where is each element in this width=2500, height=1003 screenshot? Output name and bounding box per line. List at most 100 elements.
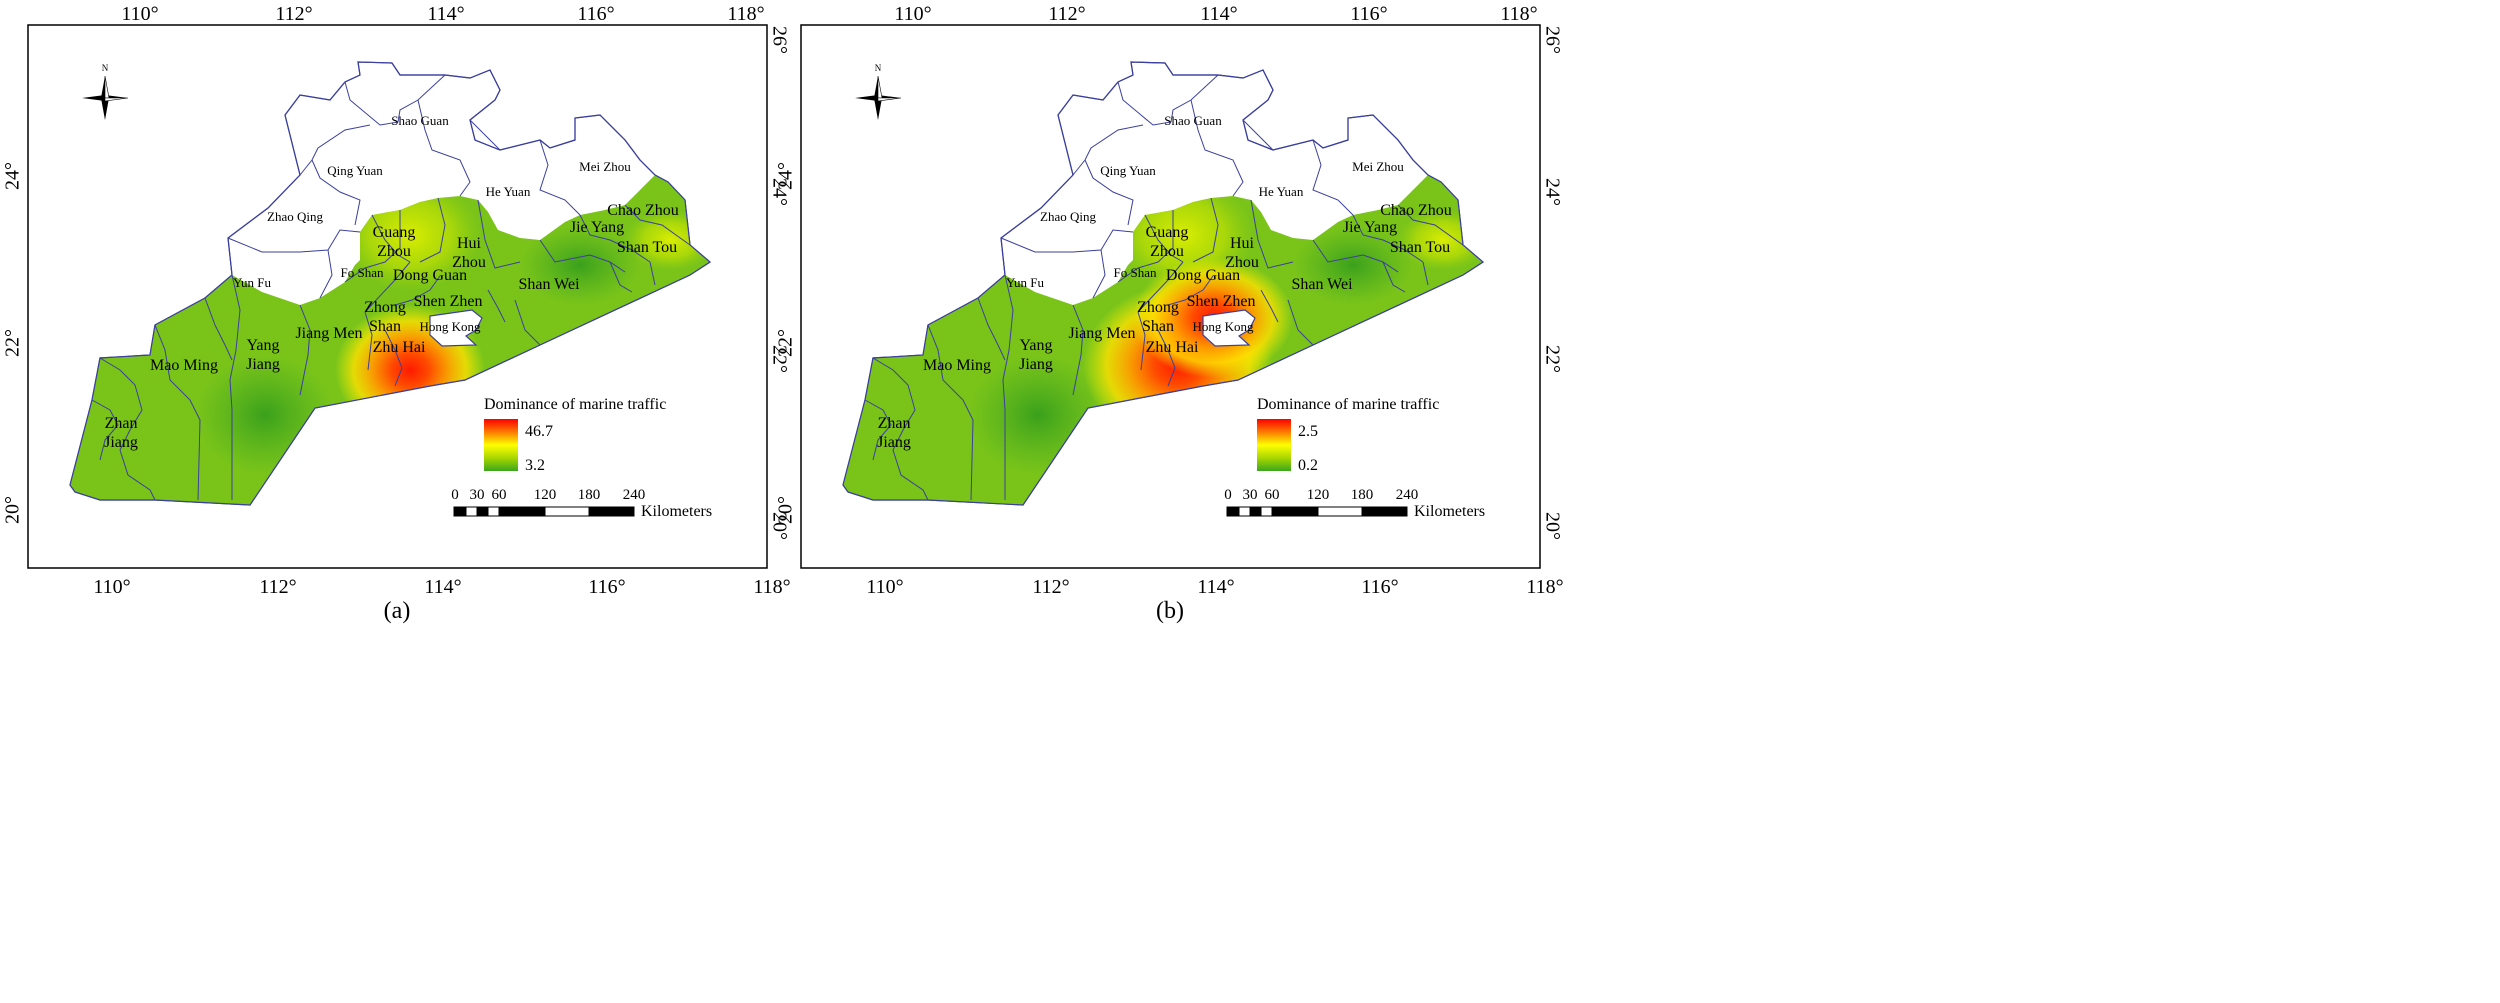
- longitude-label-bottom: 110°: [93, 576, 130, 598]
- border-line: [1242, 119, 1274, 151]
- city-label-zhong-shan: Zhong: [1137, 299, 1179, 316]
- latitude-label-left: 22°: [2, 329, 24, 357]
- city-label-jiang-men: Jiang Men: [295, 325, 362, 342]
- scale-segment: [544, 506, 590, 517]
- scale-segment: [1260, 506, 1273, 517]
- border-line: [91, 399, 119, 461]
- scale-tick: 30: [1243, 487, 1258, 503]
- city-label-qing-yuan: Qing Yuan: [1100, 163, 1156, 178]
- city-label-zhong-shan: Zhong: [364, 299, 406, 316]
- north-arrow: N: [82, 63, 129, 120]
- city-label-he-yuan: He Yuan: [486, 184, 531, 199]
- legend-color-ramp: [484, 419, 518, 471]
- border-line: [1084, 159, 1134, 226]
- longitude-label-bottom: 116°: [1361, 576, 1398, 598]
- scale-segment: [1249, 506, 1262, 517]
- prefecture-borders: [91, 74, 691, 501]
- border-line: [311, 159, 361, 226]
- hong-kong-area: [429, 309, 483, 347]
- city-label-shan-wei: Shan Wei: [1291, 276, 1353, 293]
- city-label-qing-yuan: Qing Yuan: [327, 163, 383, 178]
- legend-max-value: 2.5: [1298, 423, 1318, 440]
- longitude-label-top: 116°: [1350, 3, 1387, 25]
- latitude-label-left: 20°: [2, 496, 24, 524]
- legend: Dominance of marine traffic 46.7 3.2: [484, 396, 666, 474]
- heat-dark-east: [520, 225, 640, 305]
- border-line: [539, 239, 626, 273]
- border-line: [1287, 299, 1314, 346]
- city-label-zhu-hai: Zhu Hai: [1146, 339, 1199, 356]
- city-label-yang-jiang: Jiang: [246, 356, 280, 373]
- city-label-zhu-hai: Zhu Hai: [373, 339, 426, 356]
- longitude-label-top: 116°: [577, 3, 614, 25]
- border-line: [299, 124, 371, 176]
- city-label-mei-zhou: Mei Zhou: [579, 159, 631, 174]
- border-line: [1137, 261, 1184, 313]
- border-line: [394, 275, 441, 306]
- city-label-shan-tou: Shan Tou: [617, 239, 677, 256]
- border-line: [1167, 275, 1214, 306]
- latitude-label-left: 20°: [775, 496, 797, 524]
- longitude-label-top: 110°: [894, 3, 931, 25]
- north-label: N: [102, 63, 109, 73]
- border-line: [1137, 311, 1146, 371]
- scale-segment: [588, 506, 635, 517]
- border-line: [319, 249, 333, 299]
- border-line: [1260, 289, 1279, 323]
- border-line: [1117, 210, 1174, 283]
- scale-unit: Kilometers: [641, 503, 712, 520]
- border-line: [1312, 139, 1354, 216]
- border-line: [539, 139, 581, 216]
- border-line: [624, 204, 691, 246]
- city-label-jiang-men: Jiang Men: [1068, 325, 1135, 342]
- border-line: [477, 199, 521, 269]
- latitude-label-right: 26°: [1541, 26, 1563, 54]
- north-label: N: [875, 63, 882, 73]
- longitude-label-bottom: 110°: [866, 576, 903, 598]
- longitude-label-bottom: 114°: [1197, 576, 1234, 598]
- city-label-zhan-jiang: Jiang: [877, 434, 911, 451]
- longitude-label-bottom: 112°: [1032, 576, 1069, 598]
- coastline: [842, 61, 1485, 506]
- longitude-label-top: 112°: [1048, 3, 1085, 25]
- border-line: [609, 261, 633, 293]
- legend-color-ramp: [1257, 419, 1291, 471]
- longitude-label-top: 114°: [1200, 3, 1237, 25]
- border-line: [417, 99, 471, 197]
- scale-segment: [476, 506, 489, 517]
- border-line: [99, 357, 156, 501]
- panel-caption: (b): [1156, 598, 1184, 624]
- compass-icon: [104, 97, 129, 102]
- city-label-shen-zhen: Shen Zhen: [1187, 293, 1256, 310]
- compass-icon: [877, 97, 902, 102]
- latitude-label-left: 24°: [2, 162, 24, 190]
- border-line: [1092, 249, 1106, 299]
- city-label-fo-shan: Fo Shan: [341, 265, 384, 280]
- scale-tick: 0: [451, 487, 459, 503]
- latitude-label-right: 22°: [1541, 345, 1563, 373]
- scale-segment: [487, 506, 500, 517]
- scale-tick: 30: [470, 487, 485, 503]
- latitude-label-right: 20°: [1541, 512, 1563, 540]
- border-line: [579, 214, 651, 263]
- border-line: [514, 299, 541, 346]
- border-line: [872, 357, 929, 501]
- scale-tick: 240: [1396, 487, 1419, 503]
- border-line: [1157, 329, 1176, 387]
- city-label-hui-zhou: Zhou: [452, 254, 486, 271]
- scale-unit: Kilometers: [1414, 503, 1485, 520]
- scale-segment: [1226, 506, 1240, 517]
- border-line: [1397, 204, 1464, 246]
- scale-tick: 120: [534, 487, 557, 503]
- border-line: [344, 210, 401, 283]
- city-label-chao-zhou: Chao Zhou: [607, 202, 679, 219]
- city-label-shao-guan: Shao Guan: [391, 113, 449, 128]
- border-line: [1352, 214, 1424, 263]
- city-label-zhan-jiang: Jiang: [104, 434, 138, 451]
- city-label-zhan-jiang: Zhan: [878, 415, 911, 432]
- panel-caption: (a): [384, 598, 411, 624]
- city-label-zhao-qing: Zhao Qing: [1040, 209, 1096, 224]
- scale-segment: [1317, 506, 1363, 517]
- legend: Dominance of marine traffic 2.5 0.2: [1257, 396, 1439, 474]
